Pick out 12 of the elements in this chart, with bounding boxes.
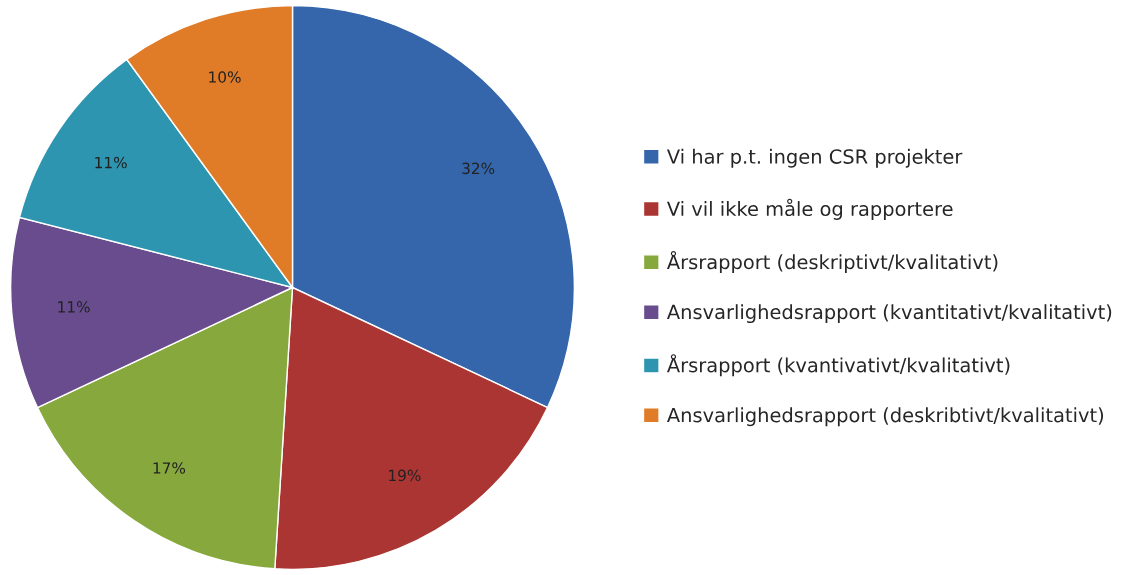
data-label: 11% xyxy=(58,301,90,313)
legend-label: Ansvarlighedsrapport (deskribtivt/kvalitativt) xyxy=(666,407,1104,427)
data-label: 11% xyxy=(95,156,127,169)
data-label: 17% xyxy=(153,462,186,474)
legend-label: Vi vil ikke måle og rapportere xyxy=(666,198,953,220)
data-label: 19% xyxy=(389,469,421,482)
legend-label: Vi har p.t. ingen CSR projekter xyxy=(666,148,963,168)
legend-label: Årsrapport (deskriptivt/kvalitativt) xyxy=(666,251,998,274)
legend-label: Årsrapport (kvantivativt/kvalitativt) xyxy=(666,354,1010,377)
data-label: 10% xyxy=(209,71,241,83)
data-label: 32% xyxy=(462,162,495,175)
legend-label: Ansvarlighedsrapport (kvantitativt/kvalitativt) xyxy=(666,304,1112,324)
